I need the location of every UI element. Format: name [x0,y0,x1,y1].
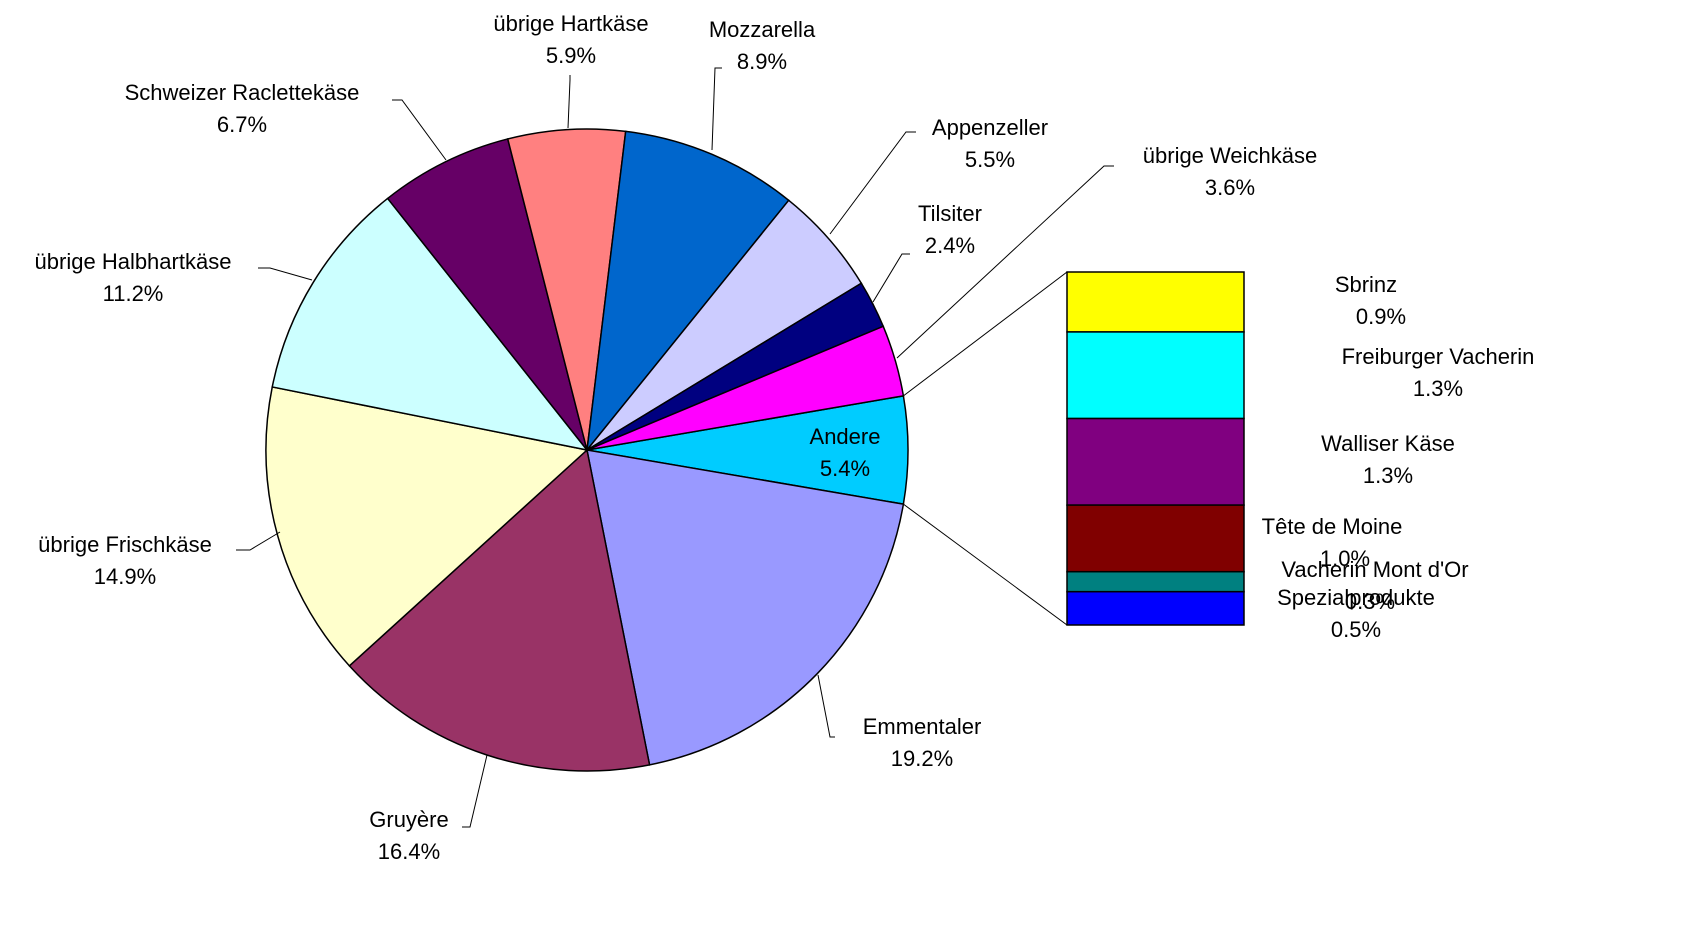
bar-value-label: 0.3% [1345,589,1395,614]
pie-slice [586,449,905,766]
slice-label: Gruyère [369,807,448,832]
bar-label: Sbrinz [1335,272,1397,297]
bar-segment [1066,590,1245,626]
leader-line [567,75,571,129]
bar-segment [1066,271,1245,333]
slice-label: Appenzeller [932,115,1048,140]
leader-line [896,165,1114,359]
slice-label: übrige Weichkäse [1143,143,1317,168]
slice-label: übrige Halbhartkäse [35,249,232,274]
slice-label: Mozzarella [709,17,816,42]
leader-line [817,674,835,738]
bar-segment [1066,417,1245,506]
slice-label: Tilsiter [918,201,982,226]
slice-label: übrige Hartkäse [493,11,648,36]
slice-value-label: 16.4% [378,839,440,864]
bar-label: Spezialprodukte [1277,585,1435,610]
bar-label: Walliser Käse [1321,431,1455,456]
slice-label: Schweizer Raclettekäse [125,80,360,105]
pie-slice [265,386,589,667]
leader-line [829,131,916,235]
bar-value-label: 1.0% [1320,546,1370,571]
slice-label: Andere [810,424,881,449]
slice-value-label: 6.7% [217,112,267,137]
leader-line [462,754,488,828]
leader-line [872,253,910,303]
leader-line [236,531,281,551]
slice-value-label: 19.2% [891,746,953,771]
bar-value-label: 0.9% [1356,304,1406,329]
leader-line [258,267,313,281]
bar-label: Freiburger Vacherin [1342,344,1535,369]
slice-label: übrige Frischkäse [38,532,212,557]
connector-line [903,503,1068,626]
leader-line [392,99,447,161]
slice-value-label: 2.4% [925,233,975,258]
pie-slice [271,197,589,452]
pie-slice [386,138,588,451]
slice-value-label: 14.9% [94,564,156,589]
bar-value-label: 1.3% [1413,376,1463,401]
bar-segment [1066,570,1245,593]
slice-value-label: 8.9% [737,49,787,74]
pie-slice [585,130,790,453]
slice-value-label: 5.9% [546,43,596,68]
pie-slice [348,448,651,772]
bar-segment [1066,504,1245,573]
bar-label: Tête de Moine [1262,514,1403,539]
connector-line [903,271,1068,397]
bar-segment [1066,331,1245,420]
bar-value-label: 1.3% [1363,463,1413,488]
bar-label: Vacherin Mont d'Or [1281,557,1468,582]
slice-value-label: 5.5% [965,147,1015,172]
slice-label: Emmentaler [863,714,982,739]
slice-value-label: 3.6% [1205,175,1255,200]
slice-value-label: 5.4% [820,456,870,481]
slice-value-label: 11.2% [103,281,164,306]
bar-value-label: 0.5% [1331,617,1381,642]
leader-line [711,67,722,151]
